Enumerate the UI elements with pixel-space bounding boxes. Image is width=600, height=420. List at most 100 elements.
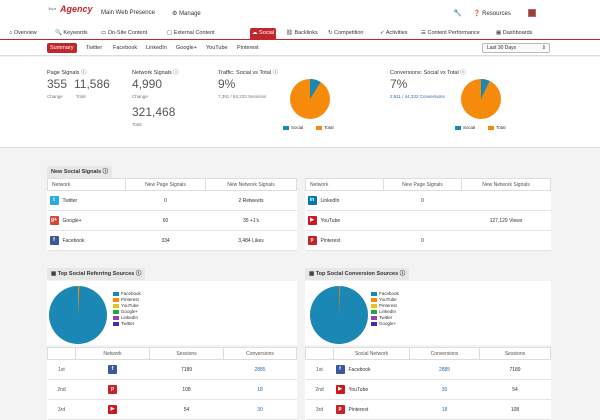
conversions-link[interactable]: 30 [223, 399, 297, 420]
new-signals-title-text: New Social Signals [51, 169, 102, 175]
swatch [371, 303, 377, 308]
facebook-icon: f [335, 365, 345, 374]
sessions-cell: 108 [149, 379, 224, 400]
nav-competition-label: Competition [334, 30, 364, 36]
manage-link[interactable]: ⚙ Manage [172, 10, 201, 17]
legend-label: YouTube [379, 297, 397, 302]
network-signals-cell: 2 Retweets [205, 190, 297, 211]
gear-icon: ⚙ [172, 11, 178, 17]
table-row: ▶ YouTube 127,129 Views [305, 210, 551, 231]
legend-item: Twitter [371, 315, 399, 321]
linkedin-icon: in [307, 196, 317, 205]
page-signals-total-label: Total [76, 94, 86, 99]
info-icon: ⓘ [80, 70, 87, 76]
nav-external-label: External Content [173, 30, 215, 36]
network-name: Pinterest [320, 237, 341, 244]
legend-item: Pinterest [113, 297, 141, 303]
agency-logo[interactable]: Agency [60, 4, 93, 14]
new-signals-left-table: Network New Page Signals New Network Signa… [47, 178, 297, 251]
nav-backlinks[interactable]: ⛓ Backlinks [286, 30, 318, 36]
nav-content-performance[interactable]: ☰ Content Performance [421, 30, 480, 36]
nav-onsite[interactable]: ▭ On-Site Content [101, 30, 148, 36]
conversions-link[interactable]: 30 [409, 379, 480, 400]
tab-summary[interactable]: Summary [47, 43, 77, 53]
legend-item: Google+ [113, 309, 141, 315]
nav-dashboards[interactable]: ▦ Dashboards [496, 30, 533, 36]
site-selector[interactable]: Main Web Presence [101, 10, 155, 16]
conversions-link[interactable]: 18 [409, 399, 480, 420]
swatch [113, 303, 119, 308]
conversions-detail[interactable]: 2,911 / 44,332 Conversions [390, 94, 445, 99]
legend-item: LinkedIn [113, 315, 141, 321]
conversions-link[interactable]: 2885 [223, 359, 297, 380]
swatch [371, 315, 377, 320]
sessions-cell: 7189 [479, 359, 551, 380]
tab-linkedin[interactable]: LinkedIn [146, 45, 167, 51]
legend-item: Google+ [371, 321, 399, 327]
tab-googleplus[interactable]: Google+ [176, 45, 197, 51]
table-row: 1st f Facebook 2885 7189 [305, 359, 551, 380]
avatar[interactable] [528, 9, 536, 17]
youtube-icon: ▶ [108, 405, 117, 414]
col-page-signals: New Page Signals [125, 178, 206, 191]
resources-link[interactable]: ❓ Resources [473, 10, 511, 17]
swatch [371, 297, 377, 302]
network-cell: ▶ YouTube [305, 210, 384, 231]
sessions-cell: 108 [479, 399, 551, 420]
conversion-pie-panel: Facebook YouTube Pinterest LinkedIn Twit… [305, 281, 551, 345]
tab-youtube[interactable]: YouTube [206, 45, 228, 51]
legend-label: Facebook [379, 291, 399, 296]
network-cell: ▶ YouTube [333, 379, 410, 400]
nav-keywords[interactable]: 🔍 Keywords [55, 30, 88, 36]
rank-cell: 1st [305, 359, 334, 380]
network-signals-title: Network Signals [132, 70, 172, 76]
page-signals-label: Page Signals ⓘ [47, 68, 86, 76]
network-cell: f [75, 359, 150, 380]
page-signals-cell: 0 [383, 190, 462, 211]
table-row: 2nd p 108 18 [47, 379, 297, 400]
col-network: Network [75, 347, 150, 360]
info-icon: ⓘ [460, 70, 466, 76]
network-cell: p Pinterest [333, 399, 410, 420]
table-row: in LinkedIn 0 [305, 190, 551, 211]
nav-social[interactable]: ☁ Social [250, 28, 277, 39]
nav-backlinks-label: Backlinks [294, 30, 318, 36]
page-signals-total: 11,586 [74, 77, 110, 91]
page-signals-cell: 334 [125, 230, 206, 251]
nav-overview[interactable]: ⌂ Overview [9, 30, 37, 36]
network-name: YouTube [320, 217, 341, 224]
table-row: 3rd ▶ 54 30 [47, 399, 297, 420]
tab-twitter[interactable]: Twitter [86, 45, 103, 51]
traffic-legend-social: Social [283, 125, 303, 130]
googleplus-icon: g+ [49, 216, 59, 225]
info-icon: ⓘ [135, 271, 142, 277]
table-row: g+ Google+ 60 35 +1's [47, 210, 297, 231]
traffic-detail: 7,391 / 84,233 Sessions [218, 94, 267, 99]
nav-competition[interactable]: ↻ Competition [328, 30, 364, 36]
conversions-title: Conversions: Social vs Total [390, 70, 459, 76]
youtube-icon: ▶ [307, 216, 317, 225]
nav-activities[interactable]: ✓ Activities [380, 30, 408, 36]
nav-keywords-label: Keywords [63, 30, 88, 36]
page-signals-change: 355 [47, 77, 68, 91]
wrench-icon[interactable]: 🔧 [453, 10, 462, 17]
legend-item: Facebook [371, 291, 399, 297]
info-icon: ⓘ [102, 169, 109, 175]
conversion-title: ▦ Top Social Conversion Sources ⓘ [305, 268, 410, 280]
conversions-link[interactable]: 18 [223, 379, 297, 400]
conversions-link[interactable]: 2885 [409, 359, 480, 380]
nav-external[interactable]: ▢ External Content [167, 30, 215, 36]
legend-label: Twitter [379, 315, 393, 320]
col-network-signals: New Network Signals [461, 178, 551, 191]
facebook-icon: f [108, 365, 117, 374]
legend-label: Total [324, 125, 334, 130]
tab-pinterest[interactable]: Pinterest [237, 45, 259, 51]
col-social-network: Social Network [333, 347, 410, 360]
network-signals-change: 4,990 [132, 77, 163, 91]
network-cell: g+ Google+ [47, 210, 126, 231]
date-range-select[interactable]: Last 30 Days ⇕ [482, 43, 550, 53]
network-signals-cell [461, 230, 551, 251]
swatch [113, 315, 119, 320]
tab-facebook[interactable]: Facebook [113, 45, 138, 51]
legend-label: Twitter [121, 321, 135, 326]
